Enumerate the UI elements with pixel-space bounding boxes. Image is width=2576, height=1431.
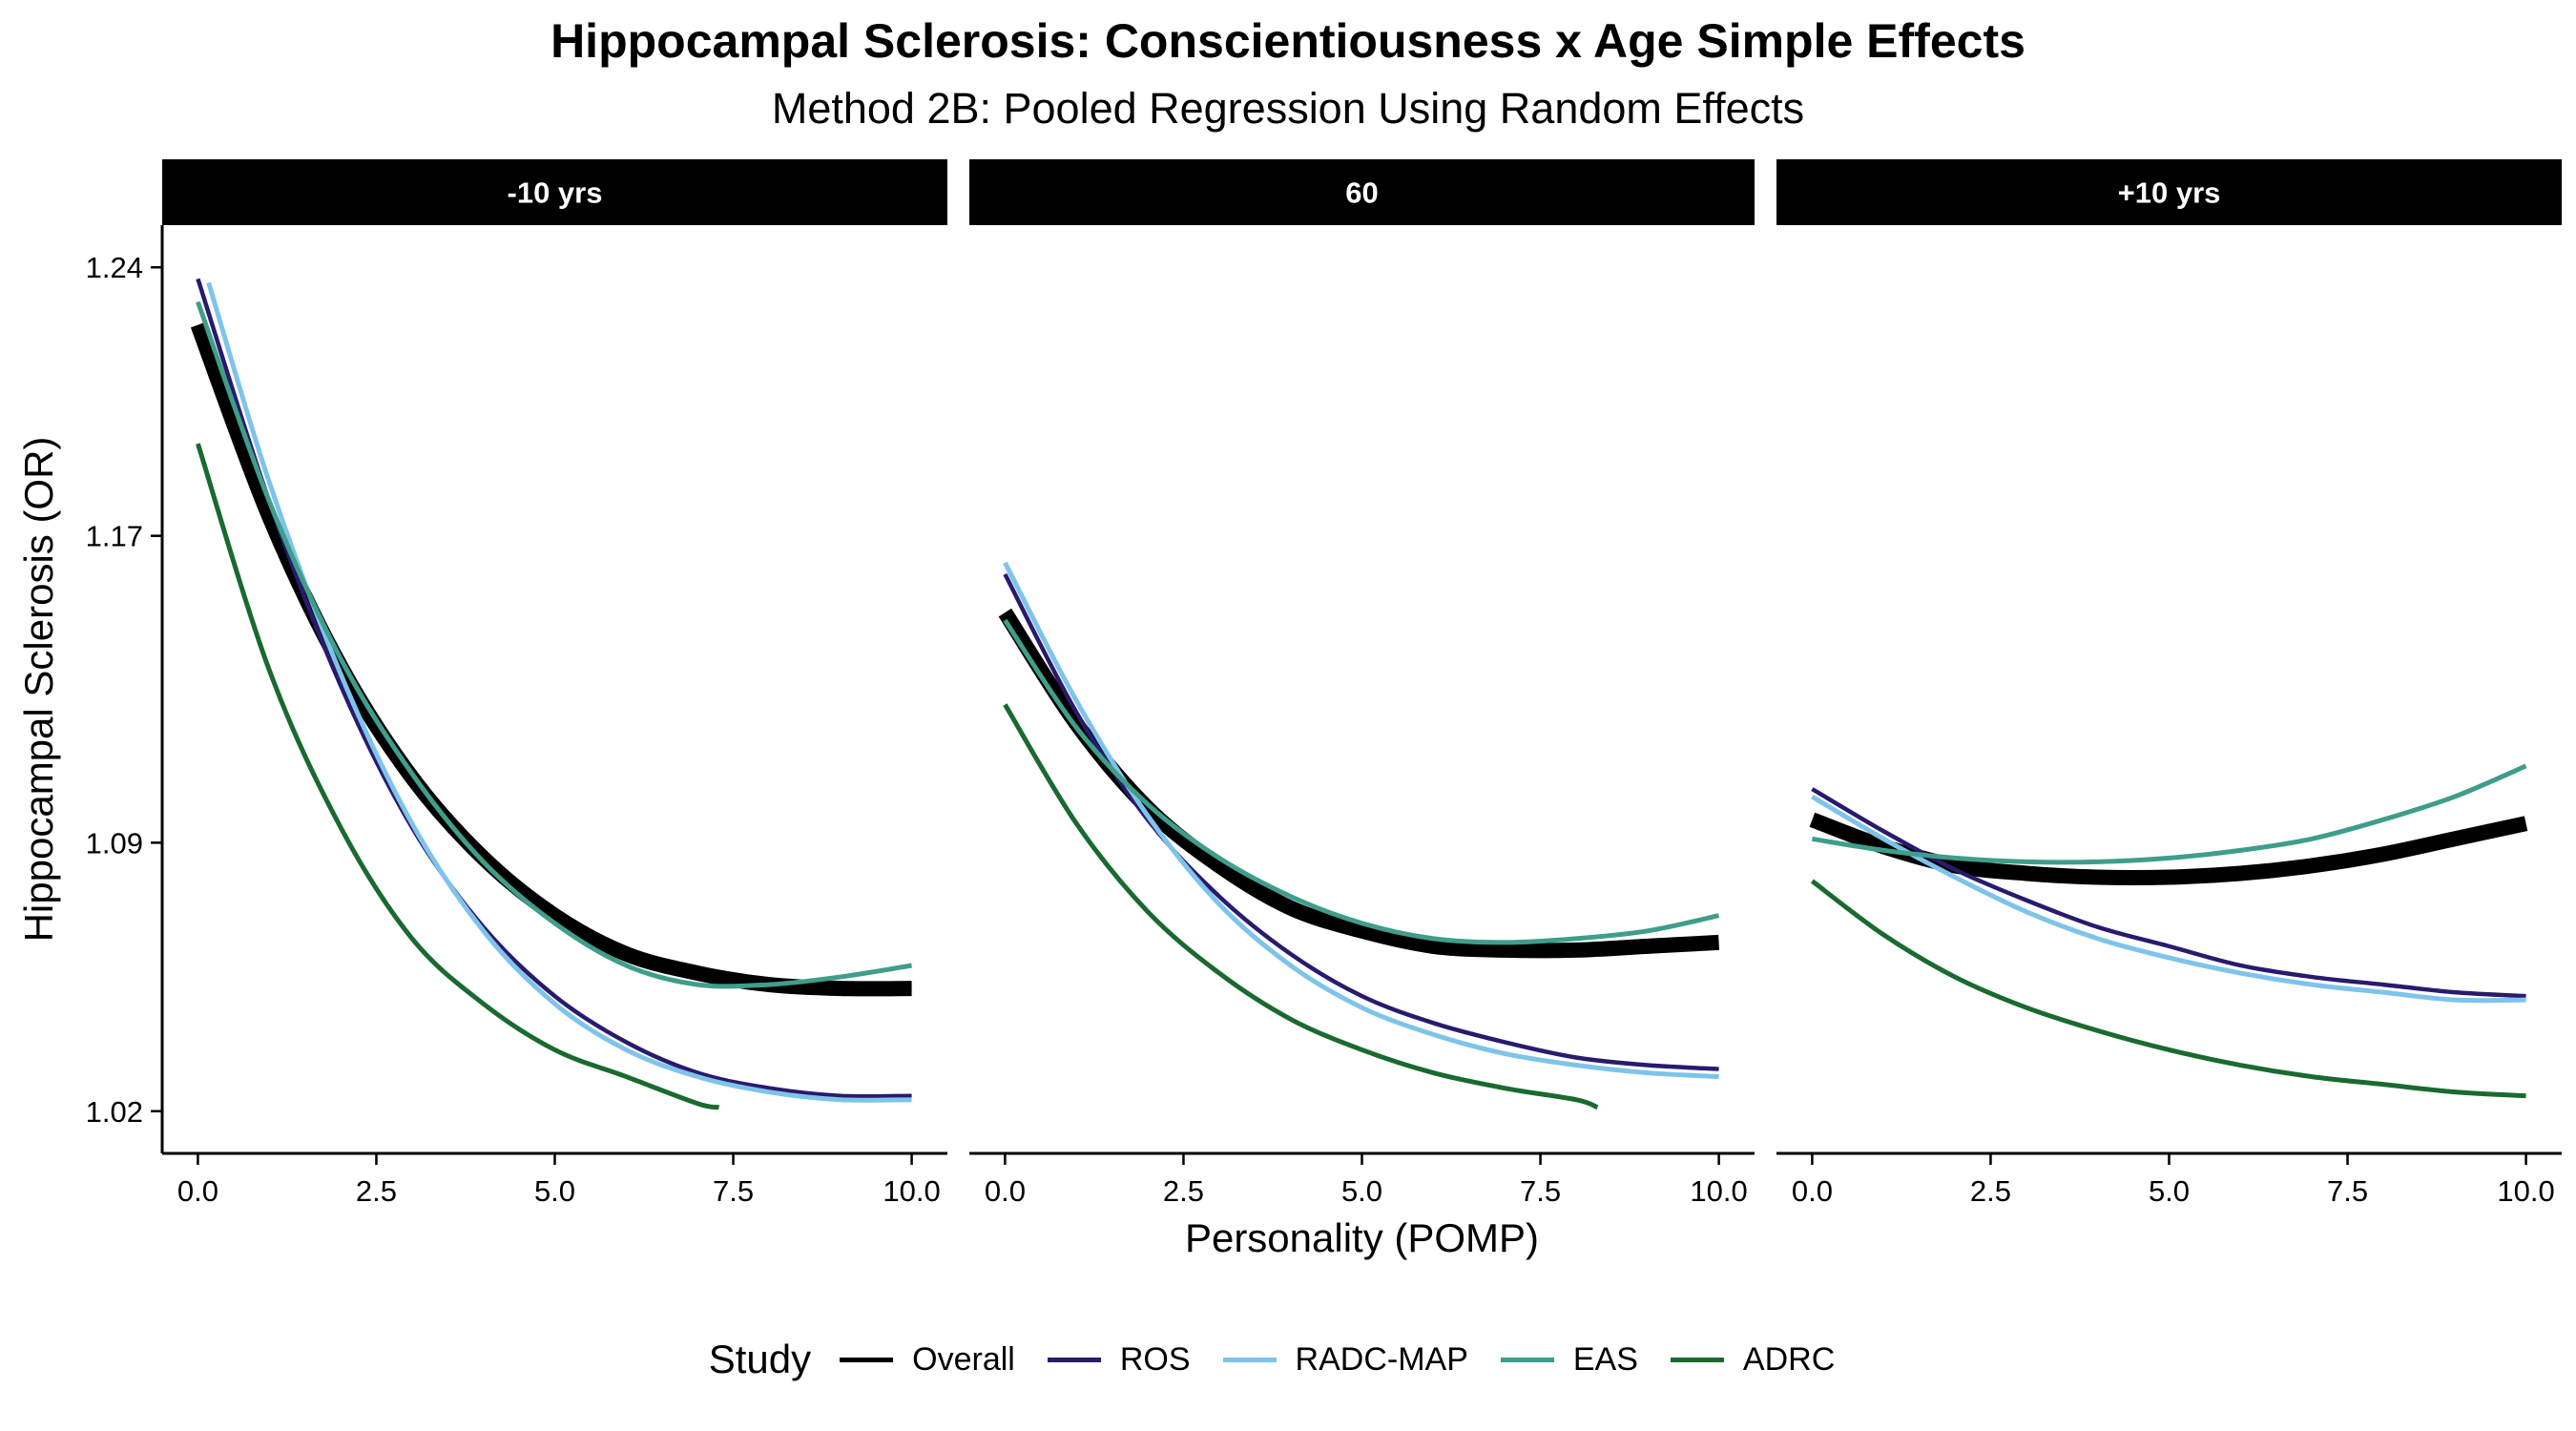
facet-10-yrs-strip-label: -10 yrs (508, 176, 603, 210)
y-tick-label-1: 1.09 (86, 826, 143, 860)
legend-label-overall: Overall (912, 1340, 1015, 1378)
legend-item-eas: EAS (1500, 1340, 1638, 1379)
legend-label-eas: EAS (1572, 1340, 1638, 1378)
facet-10-yrs-line-eas (196, 301, 912, 989)
legend-label-adrc: ADRC (1742, 1340, 1836, 1378)
facet-10-yrs-x-tick-label-1: 2.5 (1970, 1174, 2011, 1208)
facet-10-yrs-line-adrc (1810, 879, 2526, 1099)
facet-10-yrs-x-tick-label-0: 0.0 (1792, 1174, 1833, 1208)
facet-10-yrs-x-tick-label-0: 0.0 (177, 1174, 218, 1208)
facet-60-x-tick-label-0: 0.0 (985, 1174, 1026, 1208)
facet-60-x-tick-label-1: 2.5 (1163, 1174, 1204, 1208)
y-tick-label-3: 1.24 (86, 251, 143, 284)
facet-60-line-overall (998, 608, 1720, 959)
chart-area: 1.02 1.09 1.17 1.24 Hippocampal Sclerosis (O… (16, 159, 2562, 1260)
facet-10-yrs-strip (1776, 159, 2562, 225)
chart-title: Hippocampal Sclerosis: Conscientiousness… (551, 14, 2025, 68)
facet-60-line-radc-map (1003, 561, 1719, 1080)
facet-10-yrs-line-adrc (196, 443, 720, 1110)
facet-60-line-ros (1003, 572, 1719, 1071)
legend-label-ros: ROS (1119, 1340, 1191, 1378)
legend-item-ros: ROS (1047, 1340, 1191, 1379)
facet-10-yrs-line-ros (196, 278, 912, 1099)
facet-10-yrs-strip (162, 159, 947, 225)
facet-60-strip (969, 159, 1755, 225)
facet-60-x-tick-label-2: 5.0 (1341, 1174, 1382, 1208)
y-tick-label-2: 1.17 (86, 520, 143, 553)
legend: Study Overall ROS RADC-MAP EAS ADRC (0, 1326, 2576, 1393)
facet-10-yrs-line-radc-map (206, 281, 912, 1103)
legend-swatch-ros (1047, 1357, 1101, 1362)
y-axis-title: Hippocampal Sclerosis (OR) (16, 437, 61, 943)
facet-60-x-tick-label-4: 10.0 (1690, 1174, 1747, 1208)
legend-swatch-radc-map (1222, 1357, 1277, 1362)
facet-60-x-tick-label-3: 7.5 (1520, 1174, 1561, 1208)
facet-10-yrs-x-tick-label-2: 5.0 (534, 1174, 575, 1208)
facet-10-yrs-line-eas (1812, 763, 2527, 865)
facet-10-yrs-x-tick-label-2: 5.0 (2149, 1174, 2190, 1208)
facet-60-line-eas (1003, 618, 1720, 945)
facet-60-line-adrc (1003, 703, 1599, 1110)
legend-item-adrc: ADRC (1670, 1340, 1836, 1379)
legend-label-radc-map: RADC-MAP (1295, 1340, 1468, 1378)
legend-title: Study (708, 1337, 812, 1381)
facet-10-yrs-x-tick-label-4: 10.0 (883, 1174, 940, 1208)
legend-item-radc-map: RADC-MAP (1222, 1340, 1468, 1379)
facet-60-strip-label: 60 (1345, 176, 1378, 210)
y-tick-label-0: 1.02 (86, 1095, 143, 1129)
legend-item-overall: Overall (840, 1341, 1015, 1379)
facet-10-yrs-x-tick-label-1: 2.5 (356, 1174, 397, 1208)
facet-10-yrs-x-tick-label-4: 10.0 (2497, 1174, 2554, 1208)
x-axis-title: Personality (POMP) (1185, 1215, 1539, 1260)
facet-10-yrs-strip-label: +10 yrs (2118, 176, 2221, 210)
facet-10-yrs-line-ros (1811, 787, 2526, 999)
facet-10-yrs-line-radc-map (1811, 794, 2526, 1004)
legend-swatch-overall (840, 1357, 894, 1362)
facet-10-yrs-line-overall (190, 321, 912, 997)
facet-10-yrs-x-tick-label-3: 7.5 (713, 1174, 754, 1208)
legend-swatch-eas (1500, 1357, 1554, 1362)
legend-swatch-adrc (1670, 1357, 1724, 1362)
facet-10-yrs-x-tick-label-3: 7.5 (2327, 1174, 2368, 1208)
chart-subtitle: Method 2B: Pooled Regression Using Rando… (771, 84, 1805, 133)
